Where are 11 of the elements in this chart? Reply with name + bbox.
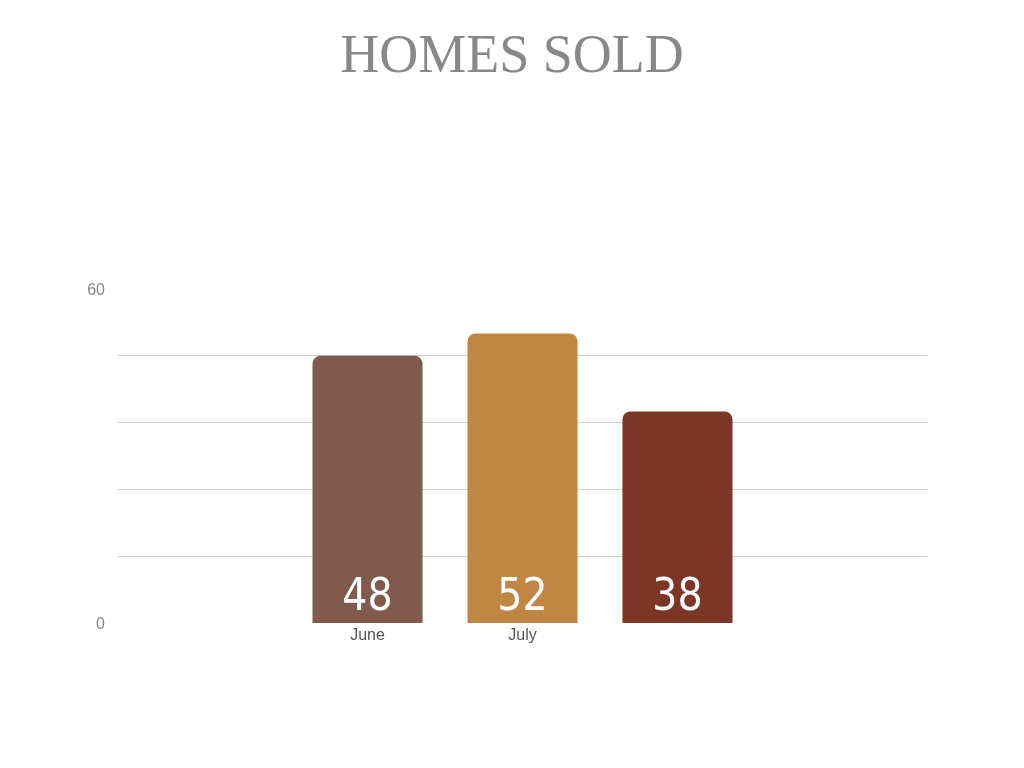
data-label: 52 [497,569,548,620]
bar [467,333,578,623]
data-label: 48 [342,569,393,620]
bar [622,411,733,623]
y-tick-label: 0 [96,614,106,632]
bar [312,355,423,623]
chart-title: HOMES SOLD [340,24,684,85]
x-tick-label: June [350,626,385,643]
data-label: 38 [652,569,703,620]
y-tick-label: 60 [87,280,106,298]
x-tick-label: July [508,626,537,643]
